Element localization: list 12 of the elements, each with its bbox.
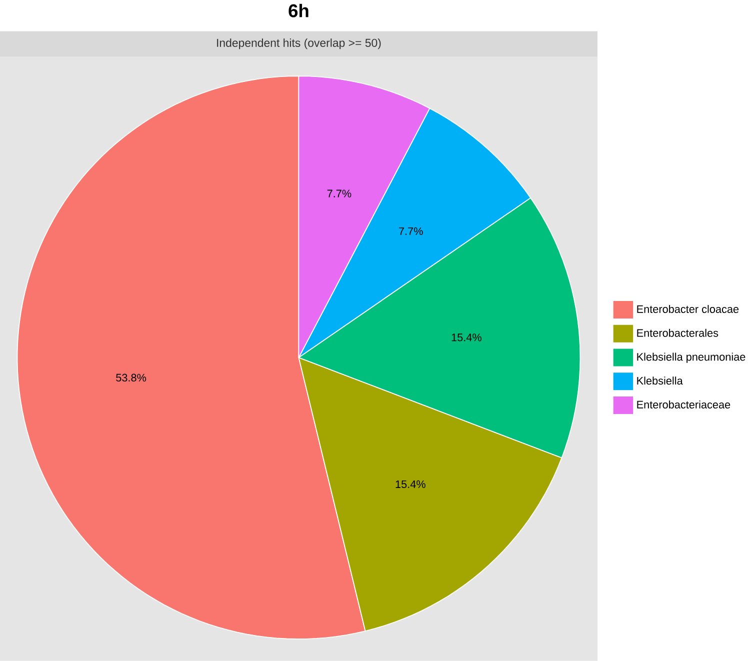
data-label: 7.7%	[327, 190, 352, 198]
chart-subtitle: Independent hits (overlap >= 50)	[217, 38, 381, 50]
legend-label: Enterobacter cloacae	[637, 305, 739, 314]
chart-title: 6h	[288, 4, 308, 18]
data-label: 53.8%	[116, 374, 146, 382]
legend-label: Klebsiella	[637, 376, 683, 385]
data-label: 15.4%	[452, 334, 482, 342]
data-label: 15.4%	[396, 480, 426, 488]
data-label: 7.7%	[398, 227, 423, 236]
legend-label: Klebsiella pneumoniae	[637, 352, 746, 363]
legend-label: Enterobacteriaceae	[637, 400, 730, 409]
legend-label: Enterobacterales	[637, 328, 718, 337]
